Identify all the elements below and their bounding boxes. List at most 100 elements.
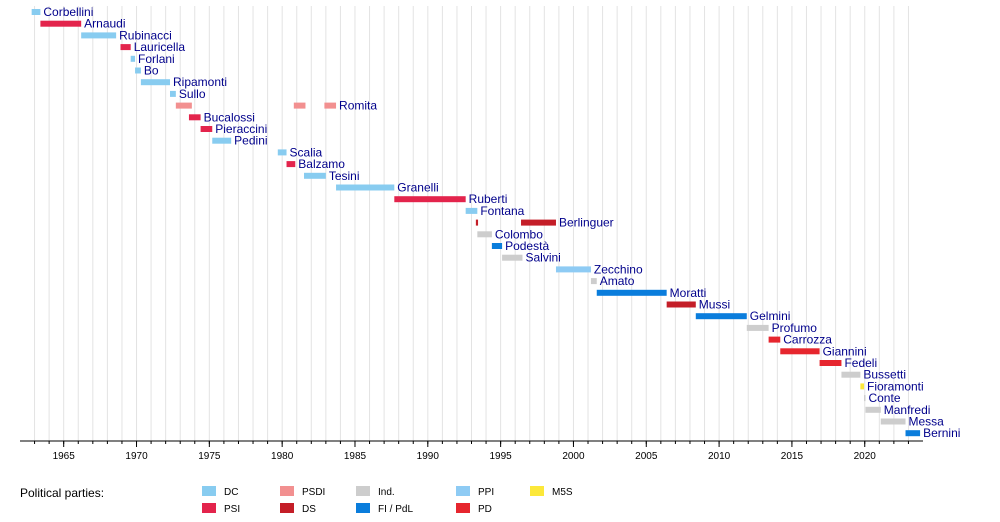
term-bar	[465, 207, 478, 214]
x-tick-label: 2005	[635, 451, 658, 462]
legend-swatch	[202, 503, 216, 513]
x-tick-label: 1980	[271, 451, 294, 462]
legend-label: PPI	[478, 487, 494, 498]
legend-swatch	[280, 486, 294, 496]
minister-label: Corbellini	[43, 5, 93, 19]
term-bar	[780, 348, 820, 355]
minister-label: Scalia	[290, 145, 323, 159]
x-tick-label: 2020	[854, 451, 877, 462]
term-bar	[304, 172, 326, 179]
x-tick-label: 1975	[198, 451, 221, 462]
minister-label: Giannini	[823, 344, 867, 358]
x-axis: 1965 1970 1975 1980 1985 1990 1995 2000 2005 2010…	[20, 440, 923, 462]
term-bar	[120, 44, 131, 51]
minister-label: Mussi	[699, 298, 730, 312]
term-bar	[81, 32, 117, 39]
x-tick-label: 1990	[417, 451, 440, 462]
minister-label: Romita	[339, 99, 377, 113]
term-bar	[31, 9, 41, 15]
minister-label: Gelmini	[750, 309, 791, 323]
term-bar	[596, 289, 667, 296]
term-bar	[175, 102, 192, 109]
minister-label: Bernini	[923, 426, 960, 440]
minister-label: Ripamonti	[173, 75, 227, 89]
minister-label: Berlinguer	[559, 216, 614, 230]
legend-label: PSDI	[302, 487, 325, 498]
legend-label: PSI	[224, 504, 240, 515]
minister-label: Colombo	[495, 227, 543, 241]
term-bar	[212, 137, 232, 144]
legend-label: Ind.	[378, 487, 395, 498]
legend-swatch	[202, 486, 216, 496]
x-tick-label: 2015	[781, 451, 804, 462]
minister-label: Bussetti	[863, 368, 906, 382]
minister-label: Fioramonti	[867, 379, 924, 393]
minister-label: Profumo	[772, 321, 818, 335]
minister-label: Conte	[868, 391, 900, 405]
minister-label: Podestà	[505, 239, 549, 253]
term-bar	[819, 360, 842, 366]
minister-label: Salvini	[525, 251, 560, 265]
legend-swatch	[356, 503, 370, 513]
x-tick-label: 2000	[562, 451, 585, 462]
term-bar	[324, 102, 337, 109]
term-bar	[666, 301, 696, 308]
legend-label: DC	[224, 487, 238, 498]
term-bar	[130, 55, 136, 62]
minister-label: Carrozza	[783, 333, 832, 347]
term-bars	[31, 9, 921, 437]
term-bar	[768, 336, 781, 343]
term-bar	[841, 371, 861, 378]
term-bar	[170, 90, 176, 97]
term-bar	[865, 406, 881, 413]
term-bar	[864, 395, 866, 402]
term-bar	[491, 243, 503, 249]
term-bar	[40, 20, 82, 27]
term-bar	[135, 67, 141, 74]
x-tick-label: 1995	[490, 451, 513, 462]
minister-label: Zecchino	[594, 262, 643, 276]
legend-label: FI / PdL	[378, 504, 413, 515]
legend-swatch	[456, 503, 470, 513]
minister-label: Bucalossi	[204, 110, 255, 124]
minister-label: Pedini	[234, 134, 267, 148]
term-bar	[140, 79, 171, 86]
term-bar	[188, 114, 201, 121]
grid-lines	[34, 6, 909, 441]
minister-label: Forlani	[138, 52, 175, 66]
minister-label: Messa	[909, 415, 945, 429]
term-bar	[746, 324, 769, 331]
term-bar	[475, 219, 479, 226]
x-tick-label: 1985	[344, 451, 367, 462]
legend-title: Political parties:	[20, 486, 104, 500]
minister-label: Amato	[600, 274, 635, 288]
term-bar	[293, 102, 306, 109]
minister-label: Pieraccini	[215, 122, 267, 136]
legend-label: PD	[478, 504, 492, 515]
minister-label: Balzamo	[298, 157, 345, 171]
minister-label: Fedeli	[844, 356, 877, 370]
term-bar	[277, 149, 287, 156]
x-tick-label: 1965	[53, 451, 76, 462]
x-tick-label: 2010	[708, 451, 731, 462]
x-tick-label: 1970	[125, 451, 148, 462]
minister-label: Fontana	[480, 204, 524, 218]
minister-labels: CorbelliniArnaudiRubinacciLauricellaForl…	[43, 5, 960, 440]
term-bar	[336, 184, 395, 191]
minister-label: Granelli	[397, 181, 438, 195]
term-bar	[695, 313, 747, 320]
minister-label: Bo	[144, 64, 159, 78]
term-bar	[555, 266, 591, 273]
legend-label: M5S	[552, 487, 573, 498]
term-bar	[502, 254, 523, 261]
term-bar	[521, 219, 556, 226]
term-bar	[590, 278, 597, 285]
minister-label: Lauricella	[134, 40, 186, 54]
term-bar	[477, 231, 492, 238]
minister-label: Tesini	[329, 169, 360, 183]
term-bar	[880, 418, 906, 425]
term-bar	[860, 383, 865, 390]
minister-label: Sullo	[179, 87, 206, 101]
term-bar	[394, 196, 466, 203]
